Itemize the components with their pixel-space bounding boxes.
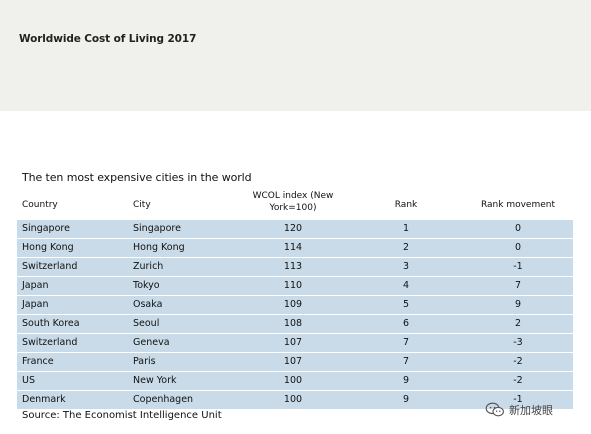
cell-wcol-index: 109 xyxy=(283,299,303,310)
watermark-text: 新加坡眼 xyxy=(509,404,553,417)
cell-rank-movement: 0 xyxy=(514,242,522,253)
cell-rank: 1 xyxy=(402,223,410,234)
table-body: Singapore Singapore 120 1 0 Hong Kong Ho… xyxy=(17,220,573,410)
cell-city: Hong Kong xyxy=(133,242,185,253)
cell-wcol-index: 110 xyxy=(283,280,303,291)
table-row: Hong Kong Hong Kong 114 2 0 xyxy=(17,239,573,257)
cell-rank: 3 xyxy=(402,261,410,272)
page-title: Worldwide Cost of Living 2017 xyxy=(19,33,197,45)
table-title: The ten most expensive cities in the wor… xyxy=(22,171,252,184)
cell-country: Switzerland xyxy=(22,337,78,348)
cell-country: Japan xyxy=(22,280,49,291)
cell-wcol-index: 120 xyxy=(283,223,303,234)
cell-rank-movement: -1 xyxy=(513,261,523,272)
cell-city: Geneva xyxy=(133,337,170,348)
cell-city: Singapore xyxy=(133,223,181,234)
cell-city: Seoul xyxy=(133,318,160,329)
cell-rank: 4 xyxy=(402,280,410,291)
cell-wcol-index: 100 xyxy=(283,375,303,386)
cell-city: New York xyxy=(133,375,177,386)
table-row: Singapore Singapore 120 1 0 xyxy=(17,220,573,238)
cell-wcol-index: 113 xyxy=(283,261,303,272)
column-header-rank: Rank xyxy=(394,200,418,210)
cell-city: Zurich xyxy=(133,261,164,272)
cell-rank: 2 xyxy=(402,242,410,253)
table-row: US New York 100 9 -2 xyxy=(17,372,573,390)
cell-rank-movement: 9 xyxy=(514,299,522,310)
cell-country: South Korea xyxy=(22,318,80,329)
cell-country: France xyxy=(22,356,54,367)
cell-rank-movement: -2 xyxy=(513,375,523,386)
cell-city: Osaka xyxy=(133,299,163,310)
watermark: 新加坡眼 xyxy=(481,400,557,420)
wechat-icon xyxy=(485,402,504,417)
cell-wcol-index: 107 xyxy=(283,356,303,367)
column-header-wcol-index: WCOL index (New York=100) xyxy=(252,191,334,213)
cell-city: Copenhagen xyxy=(133,394,194,405)
table-row: Switzerland Geneva 107 7 -3 xyxy=(17,334,573,352)
cell-country: Singapore xyxy=(22,223,70,234)
cell-rank: 9 xyxy=(402,375,410,386)
cell-country: Hong Kong xyxy=(22,242,74,253)
column-header-rank-movement: Rank movement xyxy=(480,200,556,210)
cell-country: Switzerland xyxy=(22,261,78,272)
header-band xyxy=(0,0,591,111)
column-header-city: City xyxy=(133,200,151,210)
cell-rank-movement: -1 xyxy=(513,394,523,405)
cell-country: Denmark xyxy=(22,394,66,405)
cell-wcol-index: 107 xyxy=(283,337,303,348)
table-row: Japan Osaka 109 5 9 xyxy=(17,296,573,314)
cell-rank-movement: 7 xyxy=(514,280,522,291)
table-row: Switzerland Zurich 113 3 -1 xyxy=(17,258,573,276)
table-row: France Paris 107 7 -2 xyxy=(17,353,573,371)
cell-rank-movement: 2 xyxy=(514,318,522,329)
cell-rank: 7 xyxy=(402,356,410,367)
table-row: South Korea Seoul 108 6 2 xyxy=(17,315,573,333)
cell-rank: 7 xyxy=(402,337,410,348)
cell-rank-movement: -2 xyxy=(513,356,523,367)
column-header-country: Country xyxy=(22,200,58,210)
cell-rank-movement: 0 xyxy=(514,223,522,234)
cell-country: US xyxy=(22,375,35,386)
table-row: Denmark Copenhagen 100 9 -1 xyxy=(17,391,573,409)
cell-rank-movement: -3 xyxy=(513,337,523,348)
cell-wcol-index: 100 xyxy=(283,394,303,405)
cell-city: Paris xyxy=(133,356,156,367)
cell-rank: 9 xyxy=(402,394,410,405)
cell-wcol-index: 114 xyxy=(283,242,303,253)
cell-wcol-index: 108 xyxy=(283,318,303,329)
table-row: Japan Tokyo 110 4 7 xyxy=(17,277,573,295)
cell-country: Japan xyxy=(22,299,49,310)
source-note: Source: The Economist Intelligence Unit xyxy=(22,410,222,421)
cell-city: Tokyo xyxy=(133,280,160,291)
cell-rank: 6 xyxy=(402,318,410,329)
cell-rank: 5 xyxy=(402,299,410,310)
